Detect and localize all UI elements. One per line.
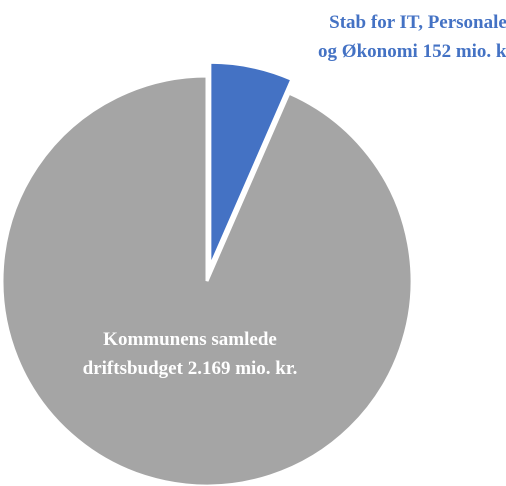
value-label: 152 mio. kr. — [422, 41, 506, 62]
pie-slice — [0, 74, 414, 486]
category-label: Stab for IT, Personale og Økonomi — [318, 12, 506, 62]
value-label: 2.169 mio. kr. — [187, 358, 298, 379]
slice-label: Stab for IT, Personale og Økonomi 152 mi… — [318, 8, 506, 66]
pie-slice — [208, 60, 294, 268]
slice-label: Kommunens samlede driftsbudget 2.169 mio… — [70, 325, 310, 383]
category-label: Kommunens samlede driftsbudget — [82, 329, 277, 379]
